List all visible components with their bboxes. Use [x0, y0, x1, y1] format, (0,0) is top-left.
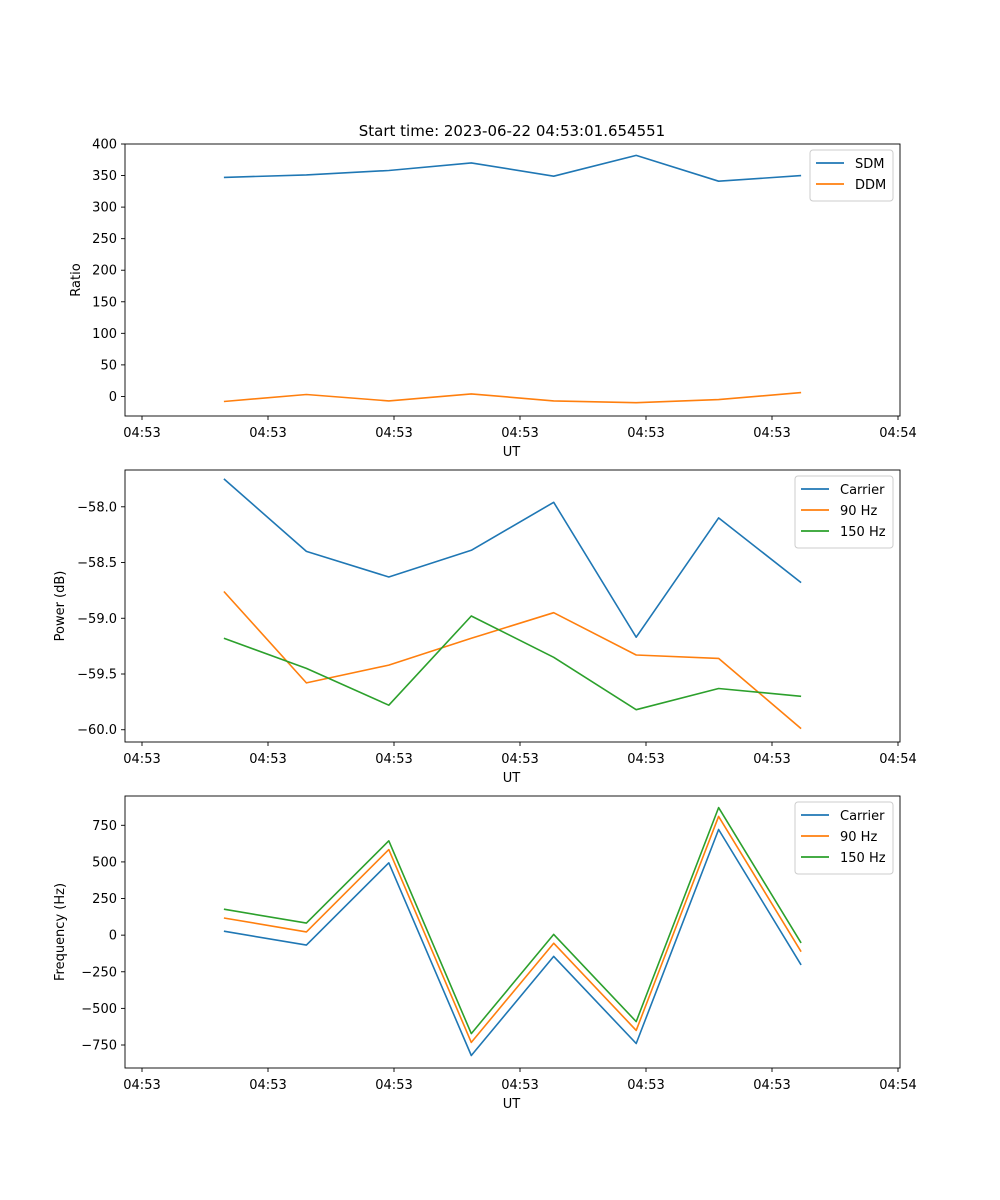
y-tick-label: 300 — [92, 201, 117, 216]
chart-panel-3: −750 −500 −250 0 250 500 750 04:53 04:53 04:53 04:… — [53, 795, 917, 1112]
y-tick-label: 500 — [92, 855, 117, 870]
legend-label: 150 Hz — [840, 851, 886, 866]
axes-frame — [124, 143, 901, 417]
y-tick-label: 50 — [100, 358, 117, 373]
x-tick-label: 04:53 — [249, 426, 286, 441]
x-tick-label: 04:54 — [879, 752, 916, 767]
legend-box — [794, 475, 894, 549]
series-line-sdm — [223, 154, 802, 182]
chart-panel-1: 0 50 100 150 200 250 300 350 400 04:53 04:53 04:53 0… — [69, 138, 917, 461]
x-tick-label: 04:53 — [249, 1078, 286, 1093]
x-tick-label: 04:53 — [753, 752, 790, 767]
x-tick-label: 04:53 — [123, 752, 160, 767]
y-tick-label: 0 — [109, 929, 117, 944]
y-axis-label: Power (dB) — [53, 571, 68, 642]
legend: SDM DDM — [809, 149, 894, 202]
x-tick-label: 04:53 — [375, 1078, 412, 1093]
x-tick-label: 04:53 — [375, 752, 412, 767]
x-axis-label: UT — [503, 1097, 521, 1112]
y-tick-label: 100 — [92, 327, 117, 342]
y-tick-label: 150 — [92, 295, 117, 310]
x-tick-label: 04:53 — [753, 1078, 790, 1093]
figure-title: Start time: 2023-06-22 04:53:01.654551 — [359, 122, 665, 140]
x-tick-label: 04:53 — [249, 752, 286, 767]
legend-label: Carrier — [840, 809, 885, 824]
y-tick-label: −58.0 — [77, 500, 117, 515]
legend-label: Carrier — [840, 483, 885, 498]
x-tick-label: 04:53 — [123, 426, 160, 441]
x-tick-label: 04:53 — [501, 426, 538, 441]
y-tick-label: 750 — [92, 819, 117, 834]
series-line-150-hz — [223, 615, 802, 711]
series-line-150-hz — [223, 806, 802, 1035]
y-tick-label: 200 — [92, 264, 117, 279]
legend-label: 90 Hz — [840, 504, 877, 519]
x-axis-label: UT — [503, 445, 521, 460]
x-tick-label: 04:53 — [501, 1078, 538, 1093]
x-tick-label: 04:53 — [627, 426, 664, 441]
y-tick-label: −59.5 — [77, 668, 117, 683]
y-tick-label: 400 — [92, 138, 117, 153]
legend-label: 90 Hz — [840, 830, 877, 845]
x-tick-label: 04:54 — [879, 1078, 916, 1093]
y-tick-label: 350 — [92, 169, 117, 184]
series-line-90-hz — [223, 815, 802, 1044]
y-tick-label: 250 — [92, 232, 117, 247]
x-tick-label: 04:53 — [123, 1078, 160, 1093]
axes-frame — [124, 469, 901, 743]
x-tick-label: 04:53 — [753, 426, 790, 441]
legend: Carrier 90 Hz 150 Hz — [794, 801, 894, 875]
series-line-90-hz — [223, 590, 802, 730]
chart-panel-2: −58.0 −58.5 −59.0 −59.5 −60.0 04:53 04:53 04:53… — [53, 469, 917, 786]
legend-label: DDM — [855, 178, 886, 193]
series-line-ddm — [223, 391, 802, 404]
axes-frame — [124, 795, 901, 1069]
y-tick-label: 250 — [92, 892, 117, 907]
y-axis-label: Ratio — [69, 263, 84, 296]
y-tick-label: −58.5 — [77, 556, 117, 571]
series-line-carrier — [223, 828, 802, 1057]
x-tick-label: 04:53 — [375, 426, 412, 441]
legend-label: 150 Hz — [840, 525, 886, 540]
y-tick-label: 0 — [109, 390, 117, 405]
x-tick-label: 04:53 — [501, 752, 538, 767]
series-line-carrier — [223, 478, 802, 639]
x-tick-label: 04:53 — [627, 1078, 664, 1093]
x-tick-label: 04:53 — [627, 752, 664, 767]
y-tick-label: −750 — [81, 1039, 117, 1054]
legend-label: SDM — [855, 157, 884, 172]
y-axis-label: Frequency (Hz) — [53, 883, 68, 981]
chart-panels: 0 50 100 150 200 250 300 350 400 04:53 04:53 04:53 0… — [53, 138, 917, 1113]
y-tick-label: −250 — [81, 965, 117, 980]
y-tick-label: −500 — [81, 1002, 117, 1017]
y-tick-label: −60.0 — [77, 723, 117, 738]
legend-box — [794, 801, 894, 875]
x-tick-label: 04:54 — [879, 426, 916, 441]
legend: Carrier 90 Hz 150 Hz — [794, 475, 894, 549]
y-tick-label: −59.0 — [77, 612, 117, 627]
x-axis-label: UT — [503, 771, 521, 786]
